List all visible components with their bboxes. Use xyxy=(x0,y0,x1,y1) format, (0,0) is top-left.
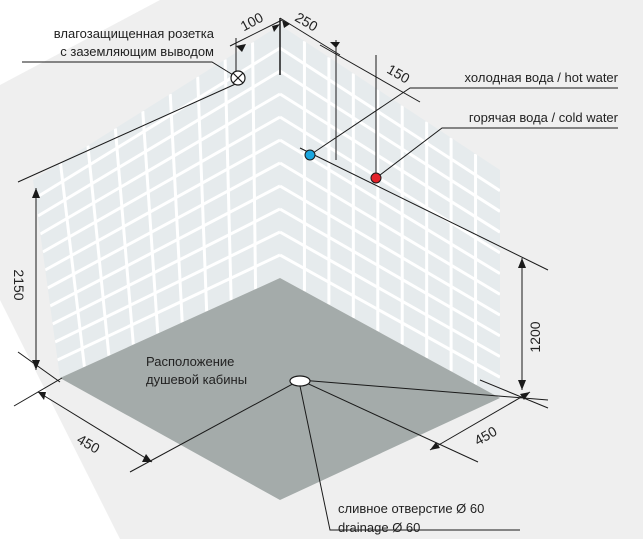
tile-joint xyxy=(280,184,500,317)
tile-joint xyxy=(168,93,184,323)
right-wall-tiles xyxy=(280,41,500,385)
tile-joint xyxy=(280,92,500,234)
tile-joint xyxy=(280,207,500,338)
tile-joint xyxy=(54,230,280,344)
tile-joint xyxy=(196,76,209,312)
tile-joint xyxy=(280,138,500,275)
arrowheads xyxy=(32,20,530,462)
socket-label-line2: с заземляющим выводом xyxy=(60,44,214,59)
tile-joint xyxy=(113,128,135,345)
dim-pipe-height: 1200 xyxy=(527,321,543,352)
tile-joint xyxy=(42,115,280,254)
tile-joint xyxy=(39,92,280,236)
tile-joint xyxy=(86,145,111,356)
cold-water-pipe-marker xyxy=(304,149,316,161)
tile-joint xyxy=(280,230,500,358)
tile-joint xyxy=(58,162,86,368)
tile-joint xyxy=(280,253,500,379)
dimension-lines xyxy=(13,17,618,531)
dim-socket-height: 2150 xyxy=(11,269,27,300)
drain-label-line1: сливное отверстие Ø 60 xyxy=(338,501,484,516)
tile-joint xyxy=(280,69,500,213)
socket-icon xyxy=(230,70,246,86)
tile-joint xyxy=(49,184,280,308)
tile-joint xyxy=(37,69,280,218)
tile-joint xyxy=(280,46,500,192)
hot-water-label: горячая вода / cold water xyxy=(469,110,619,125)
tile-joint xyxy=(251,42,258,290)
tile-joint xyxy=(51,207,280,326)
floor xyxy=(60,278,500,500)
tile-joint xyxy=(280,115,500,255)
left-wall xyxy=(33,25,280,378)
tile-joint xyxy=(141,111,160,334)
tile-joint xyxy=(56,253,280,362)
cold-water-label: холодная вода / hot water xyxy=(465,70,619,85)
drain-icon xyxy=(289,375,311,387)
drain-label-line2: drainage Ø 60 xyxy=(338,520,420,535)
tile-joint xyxy=(44,138,280,272)
hot-water-pipe-marker xyxy=(370,172,382,184)
tile-joint xyxy=(223,59,233,301)
cabin-label-line1: Расположение xyxy=(146,354,234,369)
cabin-label-line2: душевой кабины xyxy=(146,372,247,387)
tile-joint xyxy=(47,161,280,290)
background-cutout xyxy=(0,300,120,539)
socket-label-line1: влагозащищенная розетка xyxy=(54,26,215,41)
tile-joint xyxy=(280,161,500,296)
